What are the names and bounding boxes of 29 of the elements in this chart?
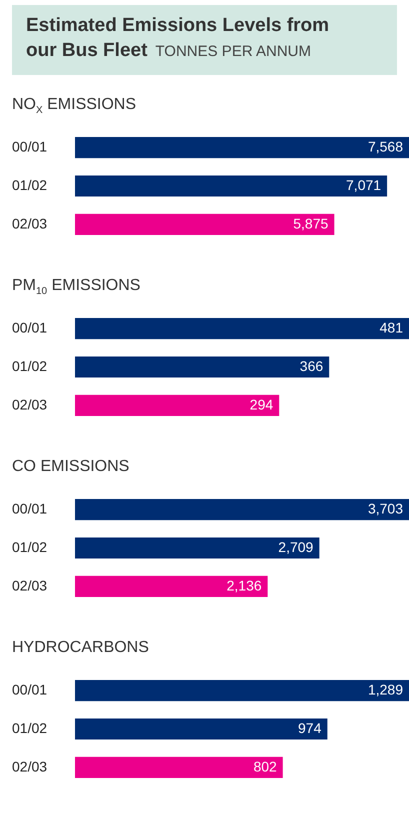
y-tick-label: 00/01 xyxy=(12,138,48,154)
y-tick-label: 00/01 xyxy=(12,319,48,336)
data-label: 802 xyxy=(253,758,278,774)
data-label: 2,136 xyxy=(226,577,262,594)
data-label: 2,709 xyxy=(278,538,314,555)
data-label: 5,875 xyxy=(293,215,328,232)
y-tick-label: 01/02 xyxy=(12,538,48,555)
data-label: 974 xyxy=(298,720,322,736)
chart-title: HYDROCARBONS xyxy=(12,639,149,657)
y-tick-label: 02/03 xyxy=(12,215,48,232)
text: TONNES PER ANNUM xyxy=(155,43,311,60)
y-tick-label: 02/03 xyxy=(12,758,48,774)
data-label: 7,568 xyxy=(368,138,404,154)
data-label: 7,071 xyxy=(346,176,382,193)
chart-title: CO EMISSIONS xyxy=(12,458,130,476)
data-label: 481 xyxy=(380,319,404,336)
data-label: 1,289 xyxy=(368,681,404,698)
y-tick-label: 02/03 xyxy=(12,396,48,412)
data-label: 366 xyxy=(300,358,324,374)
chart-title: NO$_{X}$ EMISSIONS xyxy=(12,96,136,116)
y-tick-label: 01/02 xyxy=(12,720,48,736)
y-tick-label: 00/01 xyxy=(12,500,48,516)
data-label: 294 xyxy=(250,396,274,412)
chart-title: PM$_{10}$ EMISSIONS xyxy=(12,277,140,298)
y-tick-label: 01/02 xyxy=(12,358,48,374)
data-label: 3,703 xyxy=(368,500,404,516)
y-tick-label: 00/01 xyxy=(12,681,48,698)
y-tick-label: 01/02 xyxy=(12,176,48,193)
y-tick-label: 02/03 xyxy=(12,577,48,594)
